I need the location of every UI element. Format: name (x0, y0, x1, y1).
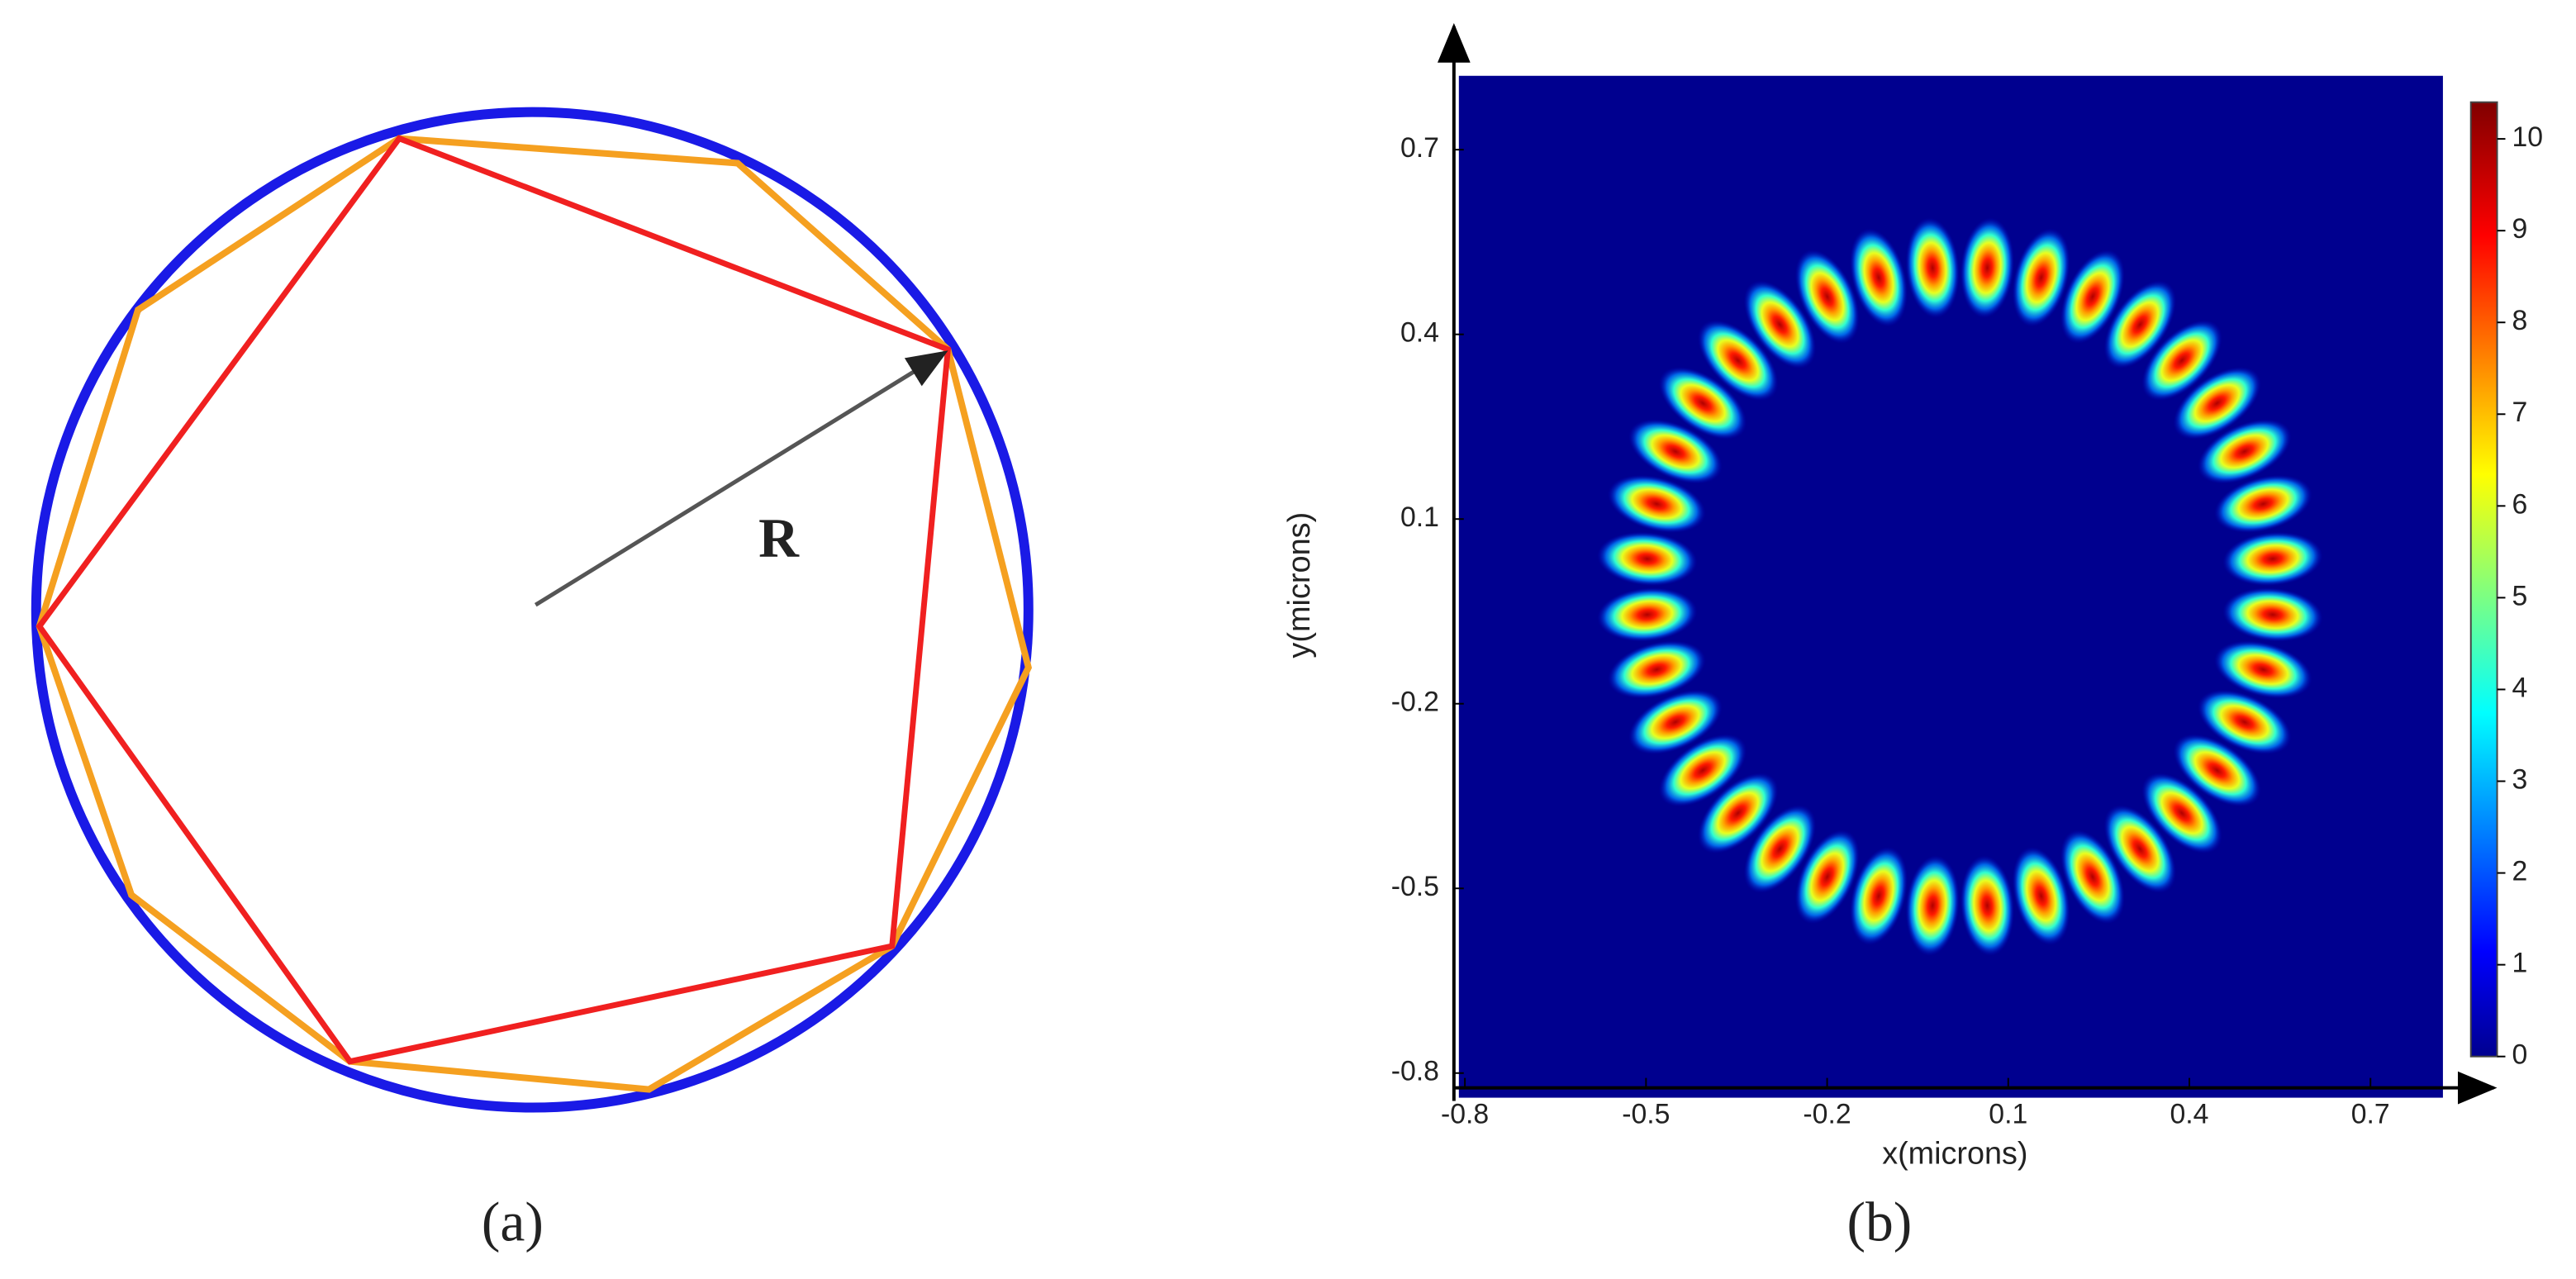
intensity-lobe (2012, 228, 2070, 327)
intensity-lobe (2060, 830, 2125, 925)
y-tick-label: 0.1 (1400, 502, 1439, 533)
colorbar-tick-label: 6 (2512, 488, 2527, 520)
colorbar-tick-label: 3 (2512, 763, 2527, 795)
intensity-lobe (2141, 773, 2222, 853)
colorbar-tick-label: 2 (2512, 855, 2527, 887)
intensity-lobe (2214, 474, 2312, 533)
caption: (b) (1846, 1191, 1912, 1253)
y-tick-label: 0.7 (1400, 132, 1439, 164)
intensity-lobe (2060, 250, 2125, 344)
x-tick-label: 0.1 (1989, 1098, 2027, 1129)
intensity-lobe (2173, 734, 2261, 807)
intensity-lobe (2141, 320, 2222, 402)
intensity-lobe (1905, 855, 1960, 956)
intensity-lobe (1743, 280, 1817, 369)
intensity-lobe (1597, 587, 1698, 642)
y-tick-label: -0.8 (1391, 1056, 1439, 1087)
colorbar-tick-label: 10 (2512, 121, 2543, 153)
intensity-lobe (2222, 587, 2323, 642)
x-tick-label: 0.4 (2170, 1098, 2209, 1129)
intensity-lobe (2197, 689, 2292, 754)
colorbar-tick-label: 9 (2512, 213, 2527, 245)
caption: (a) (482, 1191, 544, 1253)
plot-background (1458, 75, 2443, 1098)
intensity-lobe (1658, 367, 1747, 440)
panel-a: R (a) (31, 107, 1034, 1253)
x-axis-label: x(microns) (1882, 1136, 2027, 1171)
radius-label: R (758, 507, 800, 569)
intensity-lobe (1960, 217, 2015, 319)
panel-b: x(microns) y(microns) (b) -0.8 -0.5 -0.2 0.… (1282, 22, 2543, 1253)
x-tick-label: -0.2 (1803, 1098, 1851, 1129)
intensity-lobe (2222, 531, 2323, 587)
colorbar (2469, 101, 2498, 1058)
decagon (36, 135, 1033, 1093)
x-tick-label: -0.5 (1622, 1098, 1670, 1129)
intensity-lobe (1960, 855, 2015, 956)
intensity-lobe (1850, 846, 1908, 945)
intensity-lobe (2197, 419, 2292, 484)
x-tick-label: 0.7 (2351, 1098, 2390, 1129)
intensity-lobe (1905, 217, 1960, 319)
intensity-lobe (1850, 228, 1908, 327)
intensity-lobe (2214, 640, 2312, 699)
intensity-lobe (2103, 280, 2177, 369)
colorbar-tick-label: 7 (2512, 397, 2527, 428)
radius-arrow (534, 350, 948, 607)
intensity-lobe (2173, 367, 2261, 440)
circle (31, 107, 1034, 1113)
intensity-lobe (1628, 419, 1723, 484)
intensity-lobe (1597, 531, 1698, 587)
y-tick-label: -0.5 (1391, 871, 1439, 902)
pentagon (36, 135, 952, 1065)
intensity-lobe (1743, 805, 1817, 893)
colorbar-tick-label: 4 (2512, 672, 2527, 703)
intensity-lobe (1607, 640, 1706, 699)
colorbar-tick-label: 5 (2512, 580, 2527, 611)
intensity-ring (1597, 217, 2323, 956)
y-axis-label: y(microns) (1282, 512, 1317, 659)
intensity-lobe (1628, 689, 1723, 754)
colorbar-tick-label: 8 (2512, 305, 2527, 336)
intensity-lobe (1697, 320, 1779, 402)
intensity-lobe (2012, 846, 2070, 945)
intensity-lobe (1697, 773, 1779, 853)
y-tick-label: 0.4 (1400, 317, 1439, 349)
colorbar-tick-label: 0 (2512, 1039, 2527, 1071)
intensity-lobe (1658, 734, 1747, 807)
x-tick-label: -0.8 (1441, 1098, 1489, 1129)
intensity-lobe (1607, 474, 1706, 533)
intensity-lobe (1794, 250, 1860, 344)
y-tick-label: -0.2 (1391, 687, 1439, 718)
intensity-lobe (2103, 805, 2177, 893)
intensity-lobe (1794, 830, 1860, 925)
colorbar-tick-label: 1 (2512, 948, 2527, 979)
